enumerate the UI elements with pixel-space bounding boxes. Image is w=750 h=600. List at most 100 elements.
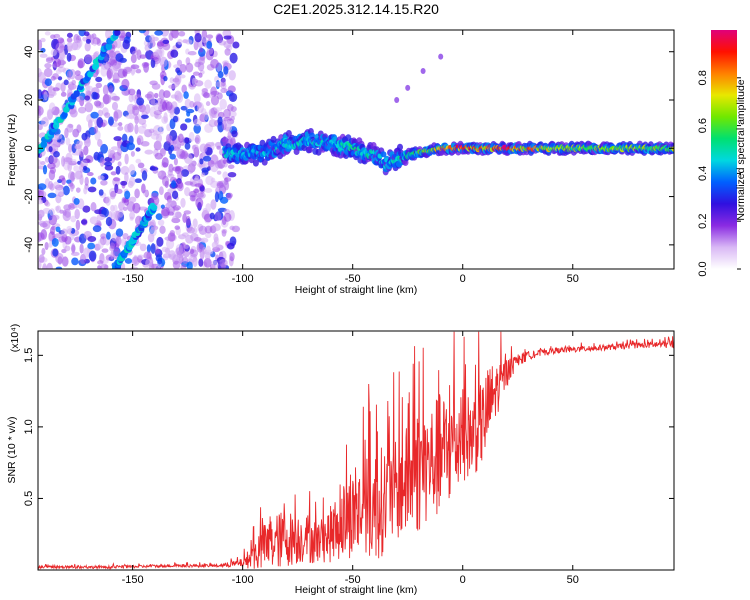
heatmap-cell [105, 231, 111, 240]
heatmap-cell [150, 243, 156, 254]
heatmap-cell [54, 233, 63, 239]
heatmap-cell [194, 32, 202, 43]
heatmap-cell [185, 62, 194, 73]
heatmap-cell [226, 119, 231, 131]
heatmap-cell [53, 58, 62, 67]
heatmap-cell [132, 50, 139, 56]
heatmap-cell [192, 218, 198, 228]
heatmap-cell [252, 159, 259, 167]
heatmap-cell [66, 52, 72, 62]
heatmap-cell [53, 151, 60, 158]
heatmap-cell [226, 193, 232, 201]
heatmap-cell [206, 40, 213, 49]
x-tick-label: -50 [345, 574, 361, 586]
heatmap-cell [67, 161, 73, 172]
heatmap-cell [71, 158, 77, 164]
heatmap-cell [118, 122, 123, 127]
heatmap-cell [90, 177, 97, 185]
heatmap-cell [55, 69, 62, 75]
heatmap-cell [184, 186, 191, 197]
heatmap-cell [184, 142, 191, 150]
colorbar-tick-label: 0.4 [697, 166, 709, 181]
heatmap-cell [124, 190, 131, 200]
heatmap-cell [51, 237, 59, 247]
heatmap-cell [198, 258, 204, 267]
heatmap-cell [214, 141, 222, 148]
heatmap-cell [191, 227, 198, 234]
heatmap-cell [155, 133, 163, 143]
heatmap-cell [113, 210, 120, 221]
heatmap-cell [66, 41, 73, 53]
heatmap-cell [215, 81, 224, 88]
heatmap-cell [180, 123, 188, 131]
heatmap-cell [55, 187, 64, 197]
heatmap-cell [156, 170, 162, 177]
heatmap-cell [39, 53, 48, 58]
heatmap-cell [204, 79, 212, 89]
heatmap-cell [49, 155, 58, 165]
heatmap-cell [222, 135, 227, 147]
heatmap-cell [117, 209, 124, 218]
heatmap-cell [171, 101, 178, 109]
heatmap-cell [121, 78, 130, 89]
snr-frame [37, 330, 675, 571]
heatmap-cell [210, 163, 219, 173]
heatmap-cell [124, 198, 129, 206]
heatmap-cell [90, 33, 95, 45]
figure-title: C2E1.2025.312.14.15.R20 [273, 1, 439, 17]
heatmap-cell [201, 167, 210, 173]
heatmap-cell [96, 38, 102, 46]
heatmap-cell [126, 142, 136, 151]
heatmap-cell [71, 79, 76, 86]
heatmap-cell [226, 242, 235, 250]
heatmap-cell [223, 35, 232, 40]
y-tick-label: 1.5 [23, 348, 35, 363]
heatmap-cell [149, 34, 156, 44]
heatmap-cell [184, 118, 192, 123]
heatmap-cell [191, 77, 197, 87]
heatmap-cell [228, 92, 238, 102]
heatmap-cell [175, 247, 184, 256]
heatmap-cell [219, 258, 228, 268]
y-tick-label: 1.0 [23, 419, 35, 434]
snr-y-axis-label: SNR (10 * v/v) [6, 416, 18, 483]
heatmap-cell [66, 37, 73, 43]
heatmap-cell [172, 115, 179, 123]
heatmap-cell [71, 243, 76, 254]
heatmap-cell [222, 159, 227, 165]
heatmap-cell [83, 186, 88, 195]
heatmap-cell [168, 250, 176, 260]
heatmap-cell [50, 48, 57, 57]
heatmap-cell [159, 56, 168, 68]
heatmap-cell [102, 94, 112, 104]
y-tick-label: 20 [23, 94, 35, 106]
heatmap-cell [120, 180, 128, 186]
heatmap-cell [179, 74, 186, 79]
heatmap-cell [113, 109, 123, 119]
heatmap-cell [134, 178, 142, 184]
heatmap-cell [219, 98, 227, 110]
heatmap-cell [171, 216, 179, 223]
heatmap-cell [205, 203, 212, 213]
colorbar-tick-label: 0.0 [697, 261, 709, 276]
heatmap-cell [177, 38, 183, 45]
heatmap-cell [40, 37, 46, 43]
heatmap-cell [115, 188, 123, 194]
heatmap-cell [64, 245, 71, 252]
heatmap-cell [98, 175, 105, 180]
heatmap-cell [184, 98, 192, 109]
heatmap-cell [139, 243, 147, 252]
heatmap-cell [57, 37, 65, 44]
heatmap-cell [63, 79, 69, 86]
heatmap-cell [192, 256, 198, 268]
heatmap-cell [51, 214, 60, 221]
heatmap-cell [134, 123, 139, 135]
heatmap-cell [75, 187, 81, 193]
heatmap-cell [115, 235, 122, 247]
heatmap-cell [193, 93, 201, 104]
heatmap-frame [37, 29, 675, 270]
heatmap-cell [93, 125, 99, 134]
x-tick-label: -50 [345, 273, 361, 285]
heatmap-cell [128, 176, 136, 187]
